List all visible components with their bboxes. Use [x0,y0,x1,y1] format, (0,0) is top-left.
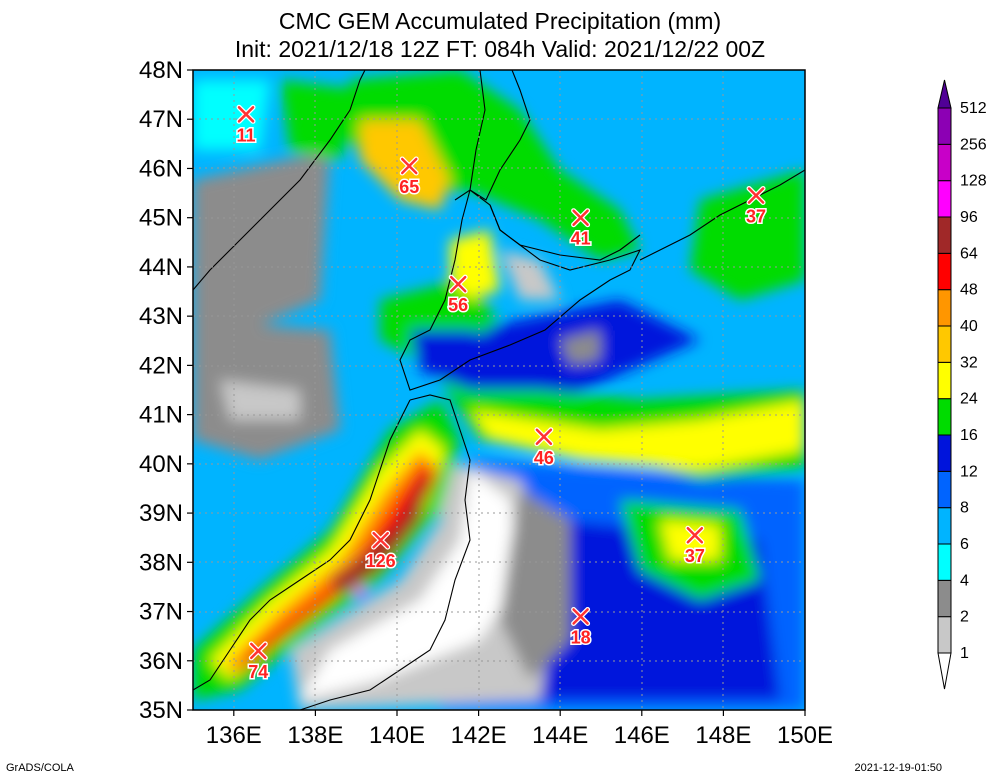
marker-x-icon [449,275,467,293]
colorbar-swatch [937,325,952,363]
colorbar-label: 1 [960,645,969,662]
colorbar-swatch [937,143,952,182]
lat-tick-label: 47N [139,106,183,133]
precip-marker: 37 [745,186,768,228]
colorbar-swatch [937,180,952,218]
precip-marker: 37 [683,525,706,568]
colorbar-label: 12 [960,463,978,480]
colorbar-swatch [937,216,952,254]
marker-value: 11 [237,125,256,145]
marker-value: 126 [366,551,396,571]
lat-tick-label: 35N [139,697,183,724]
lat-tick-label: 41N [139,402,183,429]
lon-tick-label: 150E [777,722,833,749]
lat-tick-label: 43N [139,303,183,330]
colorbar-label: 6 [960,536,969,553]
precip-marker: 126 [364,530,397,573]
lat-tick-label: 36N [139,648,183,675]
precipitation-field [193,70,805,710]
lat-tick-label: 39N [139,500,183,527]
coastlines [193,70,805,710]
longitude-tick-labels: 136E 138E 140E 142E 144E 146E 148E 150E [206,710,833,749]
marker-value: 74 [248,662,268,682]
station-markers: 11 65 41 37 56 46 126 37 18 74 [235,104,768,683]
colorbar-label: 96 [960,209,978,226]
precip-marker: 18 [569,606,592,649]
precip-marker: 11 [235,104,257,147]
precip-marker: 41 [569,208,592,250]
lon-tick-label: 144E [532,722,588,749]
colorbar-label: 24 [960,391,978,408]
footer-credit: GrADS/COLA [6,762,74,774]
lat-tick-label: 46N [139,155,183,182]
marker-x-icon [535,428,553,446]
lat-tick-label: 40N [139,451,183,478]
lon-tick-label: 138E [287,722,343,749]
chart-title: CMC GEM Accumulated Precipitation (mm) [278,8,722,34]
colorbar-top-arrow [937,79,952,109]
marker-value: 41 [571,229,591,249]
lat-tick-label: 45N [139,205,183,232]
lat-tick-label: 42N [139,352,183,379]
colorbar-swatch [937,434,952,472]
lon-tick-label: 148E [695,722,751,749]
colorbar-label: 512 [960,100,987,117]
colorbar-label: 64 [960,245,978,262]
marker-value: 37 [685,546,705,566]
colorbar-label: 2 [960,609,969,626]
marker-x-icon [400,157,418,175]
plot-frame [192,69,806,711]
footer-timestamp: 2021-12-19-01:50 [854,762,942,774]
colorbar-label: 128 [960,173,987,190]
latitude-tick-labels: 35N 36N 37N 38N 39N 40N 41N 42N 43N 44N 45N 46N 47N 4… [139,57,193,724]
marker-value: 37 [746,207,766,227]
marker-x-icon [686,526,704,544]
colorbar-swatch [937,579,952,618]
colorbar-label: 256 [960,136,987,153]
colorbar-swatch [937,361,952,400]
colorbar-swatch [937,252,952,291]
marker-x-icon [747,187,765,204]
colorbar-swatch [937,470,952,509]
colorbar-label: 32 [960,354,978,371]
lon-tick-label: 140E [369,722,425,749]
colorbar-swatch [937,398,952,436]
marker-x-icon [250,642,267,660]
colorbar-label: 16 [960,427,978,444]
marker-value: 56 [448,295,468,315]
marker-x-icon [572,209,589,226]
lon-tick-label: 146E [614,722,670,749]
colorbar-swatch [937,543,952,581]
chart-subtitle: Init: 2021/12/18 12Z FT: 084h Valid: 202… [234,36,766,62]
precip-marker: 74 [247,641,270,683]
colorbar-bottom-arrow [937,652,952,690]
lat-tick-label: 38N [139,549,183,576]
colorbar-swatch [937,107,952,145]
colorbar-swatch [937,507,952,545]
precip-marker: 56 [447,274,470,317]
lat-tick-label: 44N [139,254,183,281]
marker-value: 65 [399,177,419,197]
colorbar-label: 4 [960,572,969,589]
marker-x-icon [572,608,589,625]
colorbar-swatch [937,289,952,327]
marker-value: 18 [571,627,591,647]
graticule [193,70,805,710]
lat-tick-label: 37N [139,599,183,626]
marker-x-icon [237,106,255,123]
precip-marker: 65 [398,156,421,199]
colorbar-label: 48 [960,282,978,299]
colorbar-label: 8 [960,500,969,517]
precip-marker: 46 [532,427,555,469]
lon-tick-label: 136E [206,722,262,749]
marker-value: 46 [534,448,554,468]
lat-tick-label: 48N [139,57,183,84]
colorbar-swatch [937,616,952,654]
lon-tick-label: 142E [451,722,507,749]
marker-x-icon [372,531,389,549]
colorbar-label: 40 [960,318,978,335]
